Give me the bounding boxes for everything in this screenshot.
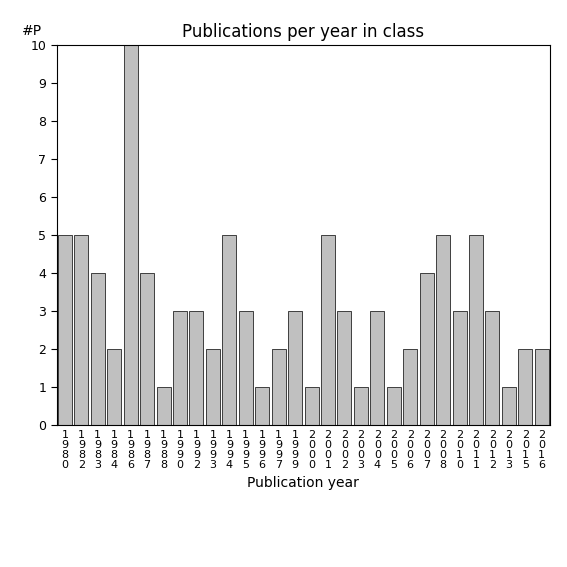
X-axis label: Publication year: Publication year xyxy=(247,476,359,490)
Bar xyxy=(272,349,286,425)
Bar xyxy=(452,311,467,425)
Bar xyxy=(321,235,335,425)
Bar xyxy=(518,349,532,425)
Bar xyxy=(91,273,105,425)
Bar xyxy=(304,387,319,425)
Bar xyxy=(107,349,121,425)
Bar xyxy=(58,235,72,425)
Bar xyxy=(255,387,269,425)
Bar xyxy=(387,387,401,425)
Bar xyxy=(173,311,187,425)
Bar xyxy=(535,349,549,425)
Bar xyxy=(239,311,253,425)
Bar xyxy=(403,349,417,425)
Bar xyxy=(222,235,236,425)
Bar xyxy=(485,311,500,425)
Bar xyxy=(189,311,204,425)
Bar xyxy=(420,273,434,425)
Text: #P: #P xyxy=(22,24,43,38)
Bar xyxy=(288,311,302,425)
Bar xyxy=(206,349,220,425)
Bar xyxy=(74,235,88,425)
Bar xyxy=(469,235,483,425)
Bar xyxy=(156,387,171,425)
Bar xyxy=(124,45,138,425)
Bar xyxy=(436,235,450,425)
Title: Publications per year in class: Publications per year in class xyxy=(182,23,425,41)
Bar xyxy=(354,387,368,425)
Bar xyxy=(370,311,384,425)
Bar xyxy=(140,273,154,425)
Bar xyxy=(502,387,516,425)
Bar xyxy=(337,311,352,425)
